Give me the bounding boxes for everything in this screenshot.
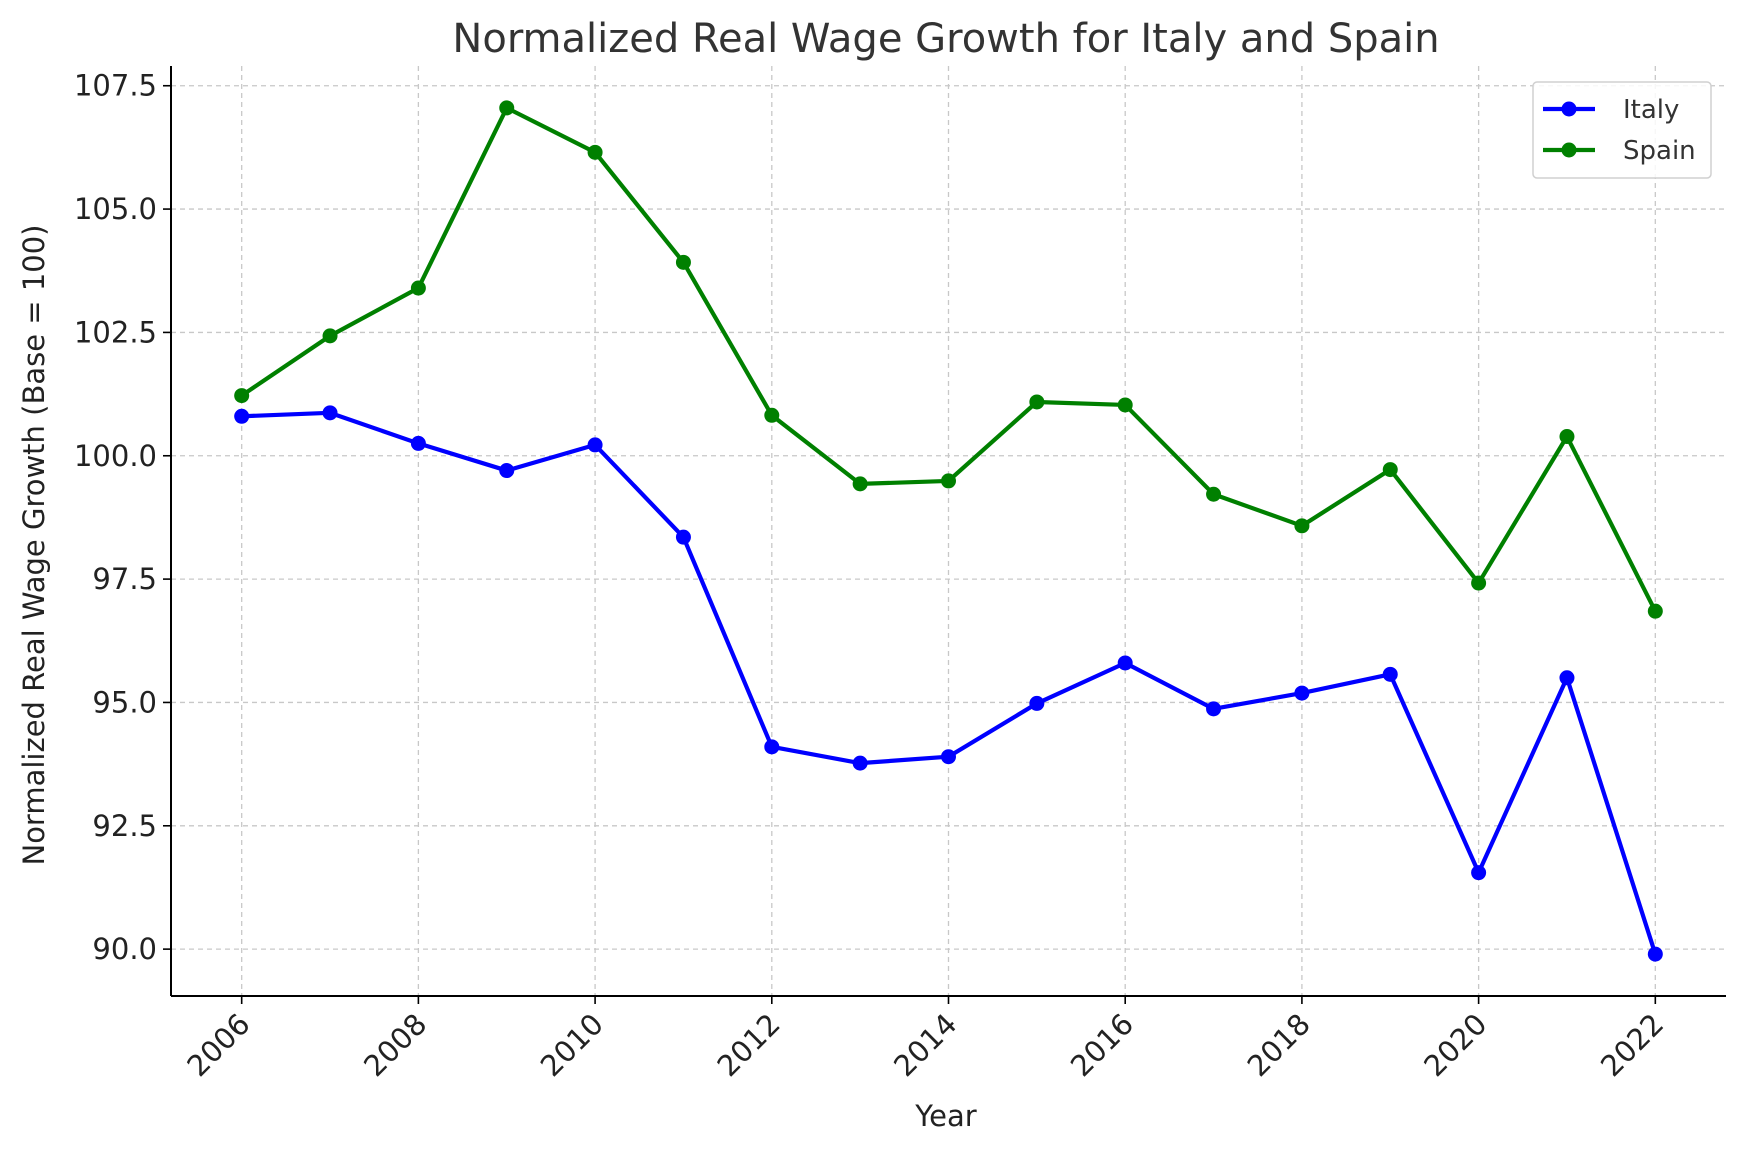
data-point-italy: [587, 437, 603, 453]
x-tick-label: 2016: [1064, 1007, 1140, 1083]
chart-title: Normalized Real Wage Growth for Italy an…: [452, 16, 1439, 62]
series-spain: [234, 100, 1663, 619]
x-tick-label: 2014: [887, 1007, 963, 1083]
series-line-italy: [241, 410, 1658, 955]
y-tick-label: 102.5: [74, 315, 157, 349]
data-point-italy: [1647, 946, 1663, 962]
x-tick-label: 2020: [1417, 1007, 1493, 1083]
x-tick-label: 2022: [1594, 1007, 1670, 1083]
data-point-italy: [1471, 865, 1487, 881]
data-point-italy: [1029, 695, 1045, 711]
x-tick-label: 2006: [180, 1007, 256, 1083]
data-point-spain: [1382, 462, 1398, 478]
x-tick-label: 2018: [1241, 1007, 1317, 1083]
data-point-italy: [234, 408, 250, 424]
data-point-spain: [764, 407, 780, 423]
data-point-italy: [675, 529, 691, 545]
data-point-italy: [499, 463, 515, 479]
data-point-italy: [1559, 670, 1575, 686]
x-tick-label: 2008: [357, 1007, 433, 1083]
data-point-italy: [1382, 666, 1398, 682]
data-point-italy: [322, 405, 338, 421]
y-tick-label: 95.0: [92, 685, 157, 719]
x-tick-label: 2012: [711, 1007, 787, 1083]
data-point-italy: [1117, 655, 1133, 671]
y-tick-label: 92.5: [92, 809, 157, 843]
data-point-italy: [1206, 701, 1222, 717]
grid-layer: [171, 66, 1726, 996]
y-tick-label: 97.5: [92, 562, 157, 596]
y-axis-label: Normalized Real Wage Growth (Base = 100): [17, 225, 51, 866]
legend-label: Spain: [1623, 136, 1696, 166]
legend: Italy Spain: [1532, 81, 1712, 179]
data-point-spain: [1647, 603, 1663, 619]
data-point-spain: [499, 100, 515, 116]
data-point-italy: [410, 435, 426, 451]
data-point-italy: [1294, 685, 1310, 701]
legend-box: [1532, 81, 1712, 179]
x-tick-label: 2010: [534, 1007, 610, 1083]
data-point-spain: [1559, 429, 1575, 445]
data-point-italy: [764, 739, 780, 755]
legend-label: Italy: [1623, 95, 1679, 125]
ticks-layer: 90.0 92.5 95.0 97.5 100.0 102.5 105.0 107.5 2006…: [74, 69, 1670, 1083]
y-tick-label: 90.0: [92, 932, 157, 966]
data-point-spain: [234, 388, 250, 404]
series-layer: [234, 100, 1663, 962]
data-point-spain: [1206, 486, 1222, 502]
data-point-spain: [941, 473, 956, 489]
data-point-spain: [1117, 397, 1133, 413]
data-point-italy: [852, 755, 868, 771]
legend-swatch-marker: [1561, 101, 1577, 117]
data-point-spain: [1471, 575, 1487, 591]
data-point-spain: [587, 144, 603, 160]
x-axis-label: Year: [914, 1099, 976, 1133]
y-tick-label: 100.0: [74, 439, 157, 473]
data-point-spain: [322, 328, 338, 344]
legend-swatch-marker: [1561, 142, 1577, 158]
data-point-spain: [410, 280, 426, 296]
data-point-spain: [1029, 394, 1045, 410]
series-italy: [234, 405, 1663, 962]
data-point-spain: [1294, 518, 1310, 534]
legend-item-spain: Spain: [1543, 136, 1696, 166]
data-point-italy: [941, 749, 956, 765]
legend-item-italy: Italy: [1543, 95, 1679, 125]
data-point-spain: [675, 254, 691, 270]
y-tick-label: 107.5: [74, 69, 157, 103]
y-tick-label: 105.0: [74, 192, 157, 226]
data-point-spain: [852, 476, 868, 492]
